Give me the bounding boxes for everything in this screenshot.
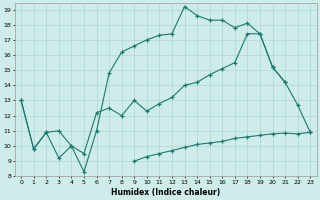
X-axis label: Humidex (Indice chaleur): Humidex (Indice chaleur) — [111, 188, 220, 197]
